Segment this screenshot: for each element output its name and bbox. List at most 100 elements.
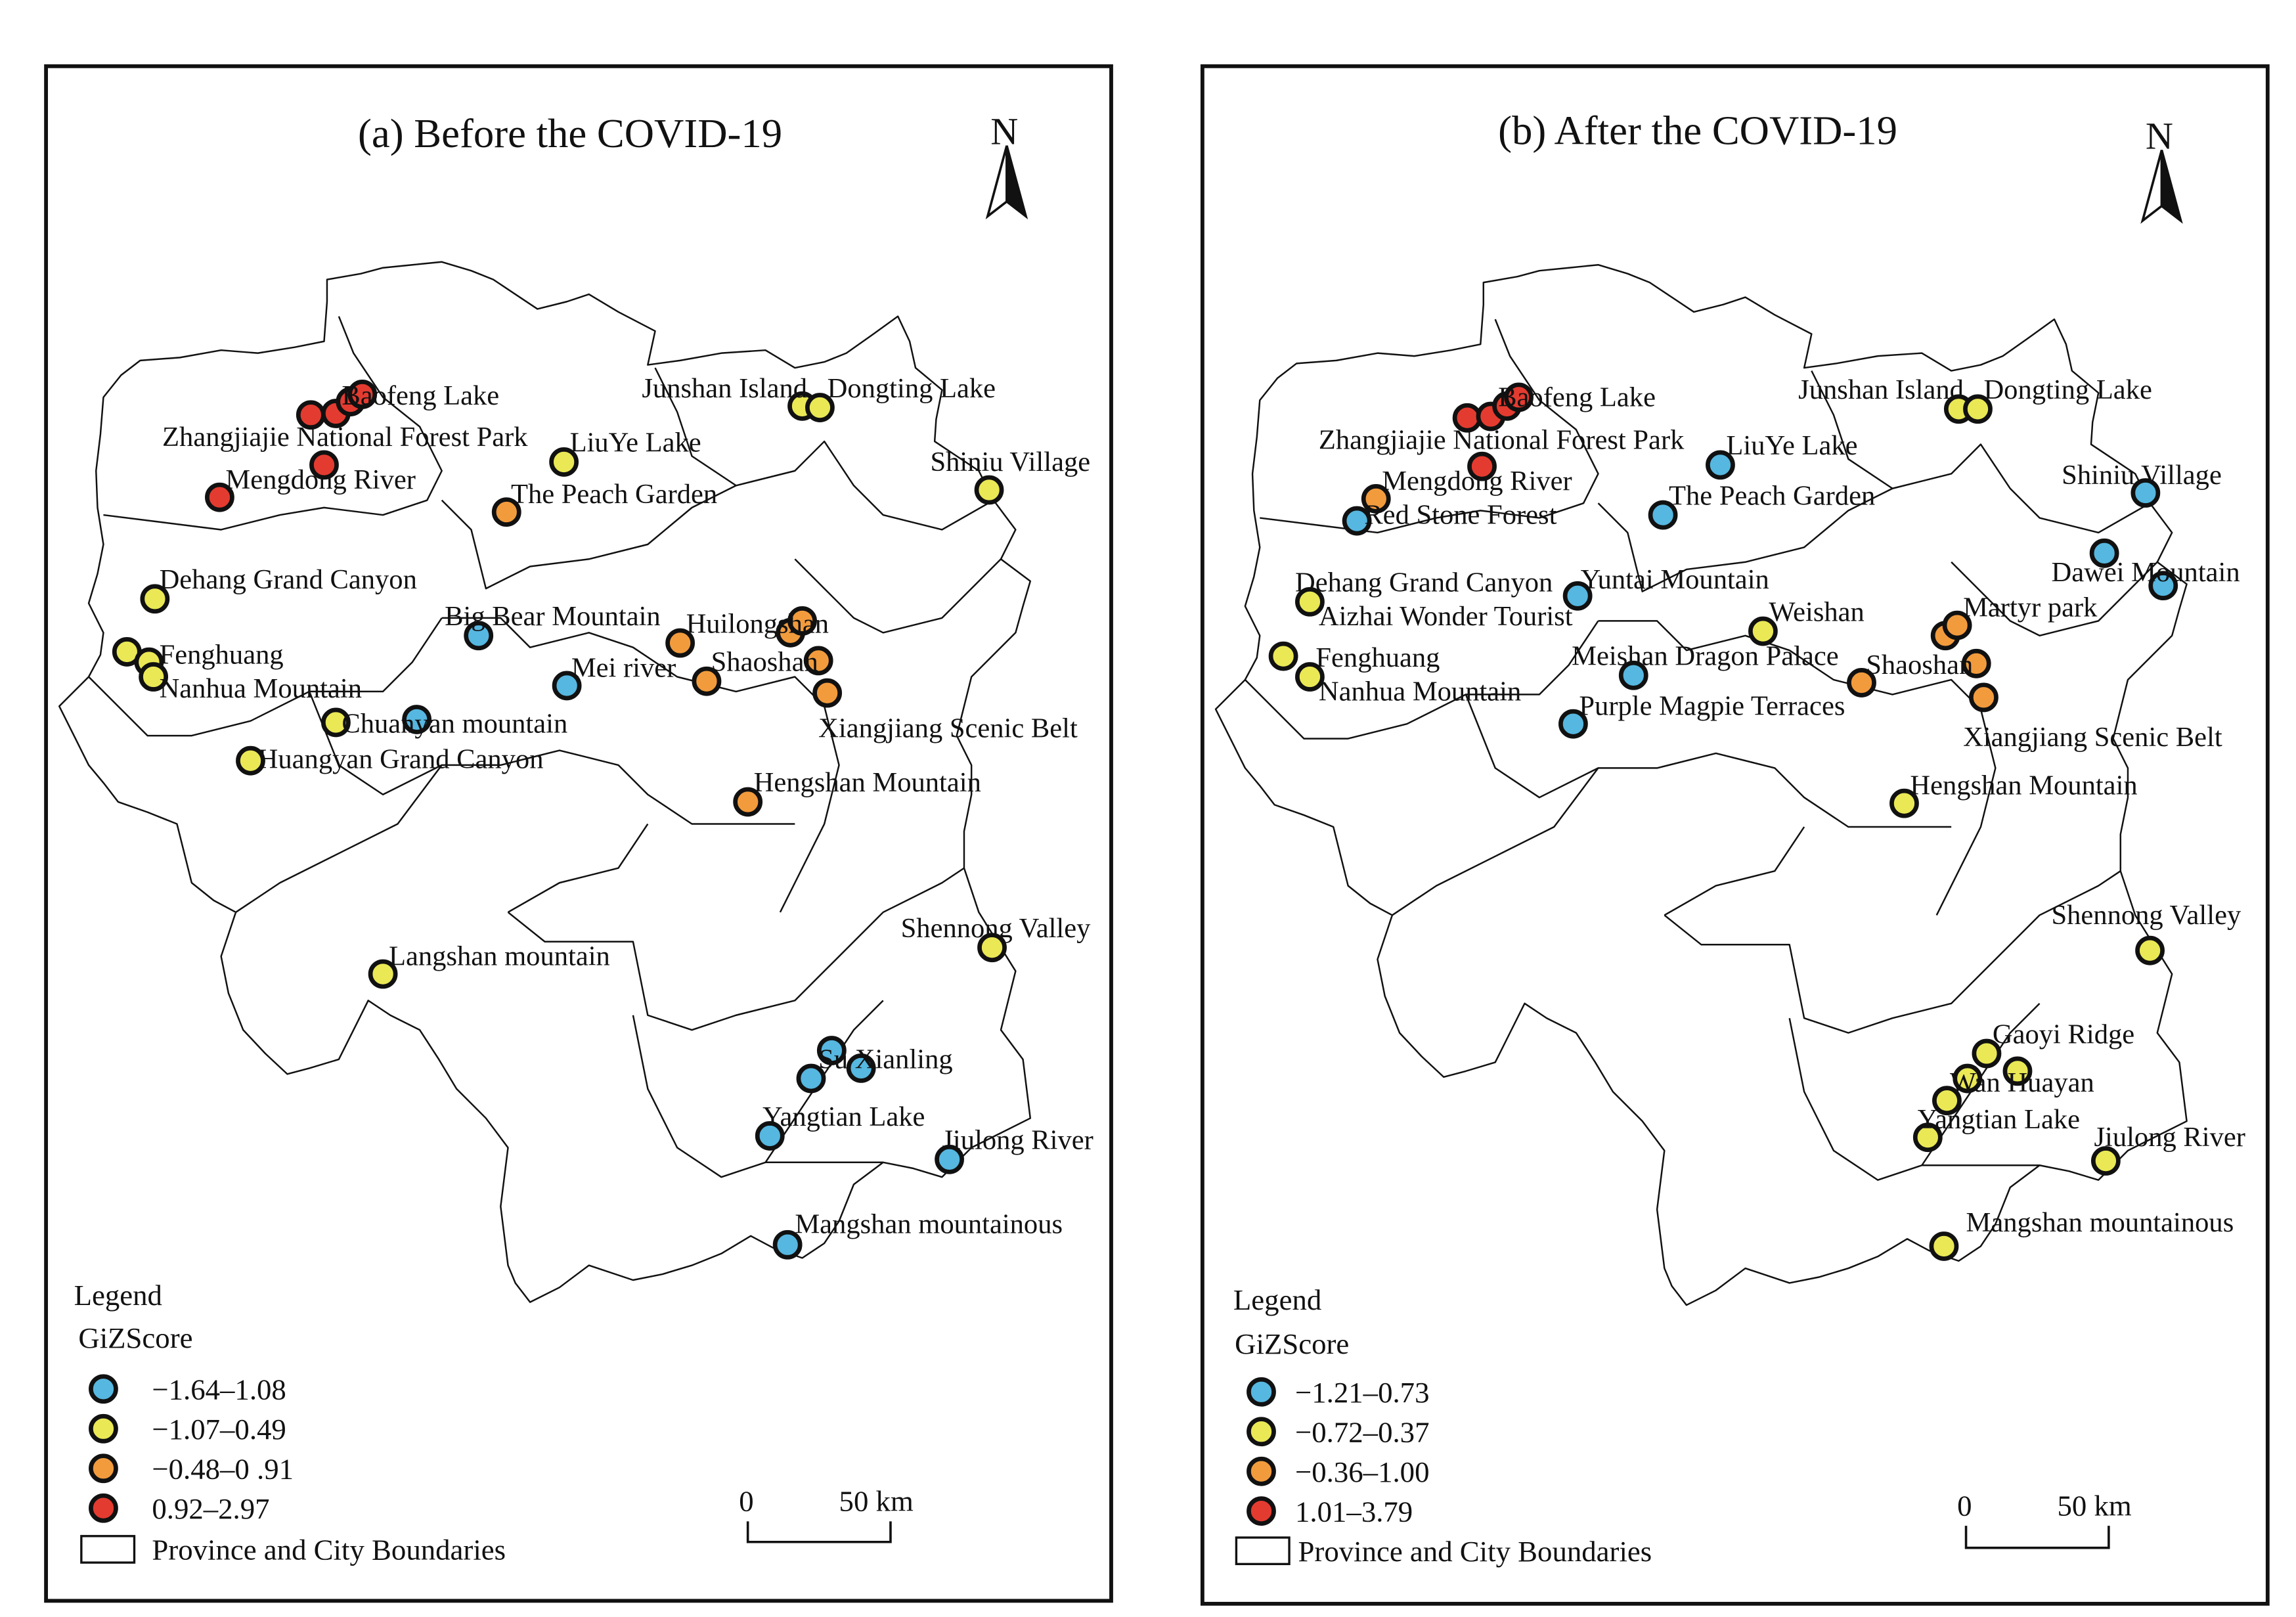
site-label-fenghuang: Fenghuang xyxy=(160,639,284,670)
site-marker-langshan-mountain xyxy=(368,959,398,989)
site-marker-baofeng-lake xyxy=(347,379,378,409)
site-label-martyr-park: Martyr park xyxy=(1963,592,2098,623)
north-arrow-icon: N xyxy=(986,110,1027,218)
site-marker-shaoshan xyxy=(692,666,722,696)
site-marker-fenghuang xyxy=(1268,641,1298,671)
site-label-meishan-dragon-palace: Meishan Dragon Palace xyxy=(1572,641,1838,672)
site-label-nanhua-mountain: Nanhua Mountain xyxy=(1319,676,1521,707)
site-label-shaoshan: Shaoshan xyxy=(1866,650,1973,680)
site-marker-nanhua-mountain xyxy=(139,662,169,692)
site-label-hengshan-mountain: Hengshan Mountain xyxy=(754,767,981,798)
site-marker-gaoyi-ridge xyxy=(1972,1038,2002,1069)
site-label-shaoshan: Shaoshan xyxy=(711,647,818,678)
legend-swatch-class-0 xyxy=(89,1374,118,1404)
site-label-fenghuang: Fenghuang xyxy=(1315,642,1440,673)
site-label-big-bear-mountain: Big Bear Mountain xyxy=(445,601,661,632)
site-label-nanhua-mountain: Nanhua Mountain xyxy=(160,673,362,704)
site-label-junshan-island: Junshan Island xyxy=(642,373,807,404)
site-label-huilongshan: Huilongshan xyxy=(686,608,829,639)
site-label-jiulong-river: Jiulong River xyxy=(942,1125,1093,1156)
site-marker-shiniu-village xyxy=(2130,478,2161,508)
site-layer: Baofeng Lake Zhangjiajie National Forest … xyxy=(1268,374,2245,1261)
site-label-weishan: Weishan xyxy=(1769,596,1864,627)
site-label-purple-magpie-terraces: Purple Magpie Terraces xyxy=(1579,691,1845,722)
site-marker-dawei-mountain xyxy=(2148,571,2178,601)
site-label-hengshan-mountain: Hengshan Mountain xyxy=(1910,770,2137,801)
site-label-shennong-valley: Shennong Valley xyxy=(901,913,1091,944)
site-layer: Baofeng Lake Zhangjiajie National Forest … xyxy=(112,373,1093,1260)
boundary-swatch xyxy=(80,1535,136,1564)
site-marker-yangtian-lake xyxy=(1912,1122,1943,1153)
site-marker-huilongshan xyxy=(665,628,695,658)
site-label-yangtian-lake: Yangtian Lake xyxy=(762,1101,925,1132)
site-label-zhangjiajie-national-forest-park: Zhangjiajie National Forest Park xyxy=(162,422,528,453)
scale-end: 50 km xyxy=(2057,1489,2131,1522)
legend-class-label: −0.72–0.37 xyxy=(1295,1415,1429,1448)
legend-class-label: −1.21–0.73 xyxy=(1295,1376,1429,1409)
legend-class-label: −1.07–0.49 xyxy=(152,1413,286,1446)
site-marker-dongting-lake xyxy=(805,393,835,422)
north-arrow-icon: N xyxy=(2141,114,2182,222)
site-label-jiulong-river: Jiulong River xyxy=(2094,1122,2245,1153)
legend: Legend GiZScore −1.64–1.08 −1.07–0.49 −0.4… xyxy=(74,1279,506,1566)
site-label-baofeng-lake: Baofeng Lake xyxy=(342,380,499,411)
scale-start: 0 xyxy=(739,1485,753,1518)
site-marker-chuanyan-mountain xyxy=(402,705,432,734)
site-marker-chuanyan-mountain xyxy=(320,707,351,738)
panel-title: (a) Before the COVID-19 xyxy=(358,110,782,156)
legend-class-label: 0.92–2.97 xyxy=(152,1492,269,1525)
site-label-shiniu-village: Shiniu Village xyxy=(2062,460,2222,491)
site-label-baofeng-lake: Baofeng Lake xyxy=(1498,382,1656,412)
legend-class-label: −0.48–0 .91 xyxy=(152,1452,294,1485)
panel-frame xyxy=(1200,64,2270,1606)
site-marker-liuye-lake xyxy=(549,447,579,477)
site-marker-yuntai-mountain xyxy=(1562,581,1593,611)
site-marker-huilongshan xyxy=(787,606,817,636)
site-marker-wan-huayan xyxy=(1953,1063,1983,1094)
site-label-xiangjiang-scenic-belt: Xiangjiang Scenic Belt xyxy=(818,713,1078,743)
site-label-zhangjiajie-national-forest-park: Zhangjiajie National Forest Park xyxy=(1319,424,1685,455)
legend-class-label: −0.36–1.00 xyxy=(1295,1455,1429,1488)
site-marker-shennong-valley xyxy=(2135,935,2165,965)
site-marker-weishan xyxy=(1748,616,1778,646)
site-label-the-peach-garden: The Peach Garden xyxy=(511,479,717,510)
site-marker-purple-magpie-terraces xyxy=(1558,709,1588,739)
site-marker-dehang-grand-canyon xyxy=(1295,587,1325,617)
site-marker-shaoshan xyxy=(1847,668,1876,698)
site-label-the-peach-garden: The Peach Garden xyxy=(1669,480,1875,511)
panel-after-covid: (b) After the COVID-19 N Baofeng Lake Zha… xyxy=(1200,64,2270,1606)
site-label-wan-huayan: Wan Huayan xyxy=(1950,1067,2094,1098)
site-label-dawei-mountain: Dawei Mountain xyxy=(2051,557,2240,588)
site-marker-mengdong-river xyxy=(1361,484,1391,514)
site-marker-hengshan-mountain xyxy=(1889,788,1919,818)
site-label-junshan-island: Junshan Island xyxy=(1798,374,1964,405)
north-label: N xyxy=(990,110,1018,153)
site-marker-the-peach-garden xyxy=(1648,500,1678,530)
site-label-dehang-grand-canyon: Dehang Grand Canyon xyxy=(160,564,417,595)
legend-swatch-class-3 xyxy=(1247,1496,1276,1526)
site-marker-jiulong-river xyxy=(935,1144,964,1174)
site-marker-mangshan-mountainous xyxy=(772,1229,803,1260)
site-label-aizhai-wonder-tourist: Aizhai Wonder Tourist xyxy=(1319,601,1573,632)
site-marker-jiulong-river xyxy=(2090,1146,2121,1176)
boundary-swatch xyxy=(1235,1536,1291,1566)
site-label-yuntai-mountain: Yuntai Mountain xyxy=(1581,564,1769,595)
site-marker-shaoshan xyxy=(812,678,843,708)
site-label-su-xianling: Su Xianling xyxy=(818,1044,952,1074)
site-marker-yangtian-lake xyxy=(755,1121,785,1151)
legend-field: GiZScore xyxy=(1235,1327,1349,1360)
site-marker-gaoyi-ridge xyxy=(2002,1056,2033,1086)
scale-bar: 0 50 km xyxy=(1957,1489,2132,1549)
site-label-langshan-mountain: Langshan mountain xyxy=(389,941,610,972)
site-label-mengdong-river: Mengdong River xyxy=(225,464,416,495)
site-label-dongting-lake: Dongting Lake xyxy=(1983,374,2152,405)
legend: Legend GiZScore −1.21–0.73 −0.72–0.37 −0.3… xyxy=(1233,1283,1652,1568)
panel-before-covid: (a) Before the COVID-19 N Baofeng Lake Zh… xyxy=(44,64,1113,1603)
site-marker-mangshan-mountainous xyxy=(1929,1231,1959,1261)
site-marker-su-xianling xyxy=(846,1053,876,1083)
site-label-mengdong-river: Mengdong River xyxy=(1382,466,1572,497)
scale-start: 0 xyxy=(1957,1489,1972,1522)
site-label-shiniu-village: Shiniu Village xyxy=(930,447,1090,477)
legend-swatch-class-3 xyxy=(89,1493,118,1523)
site-label-liuye-lake: LiuYe Lake xyxy=(570,428,701,458)
